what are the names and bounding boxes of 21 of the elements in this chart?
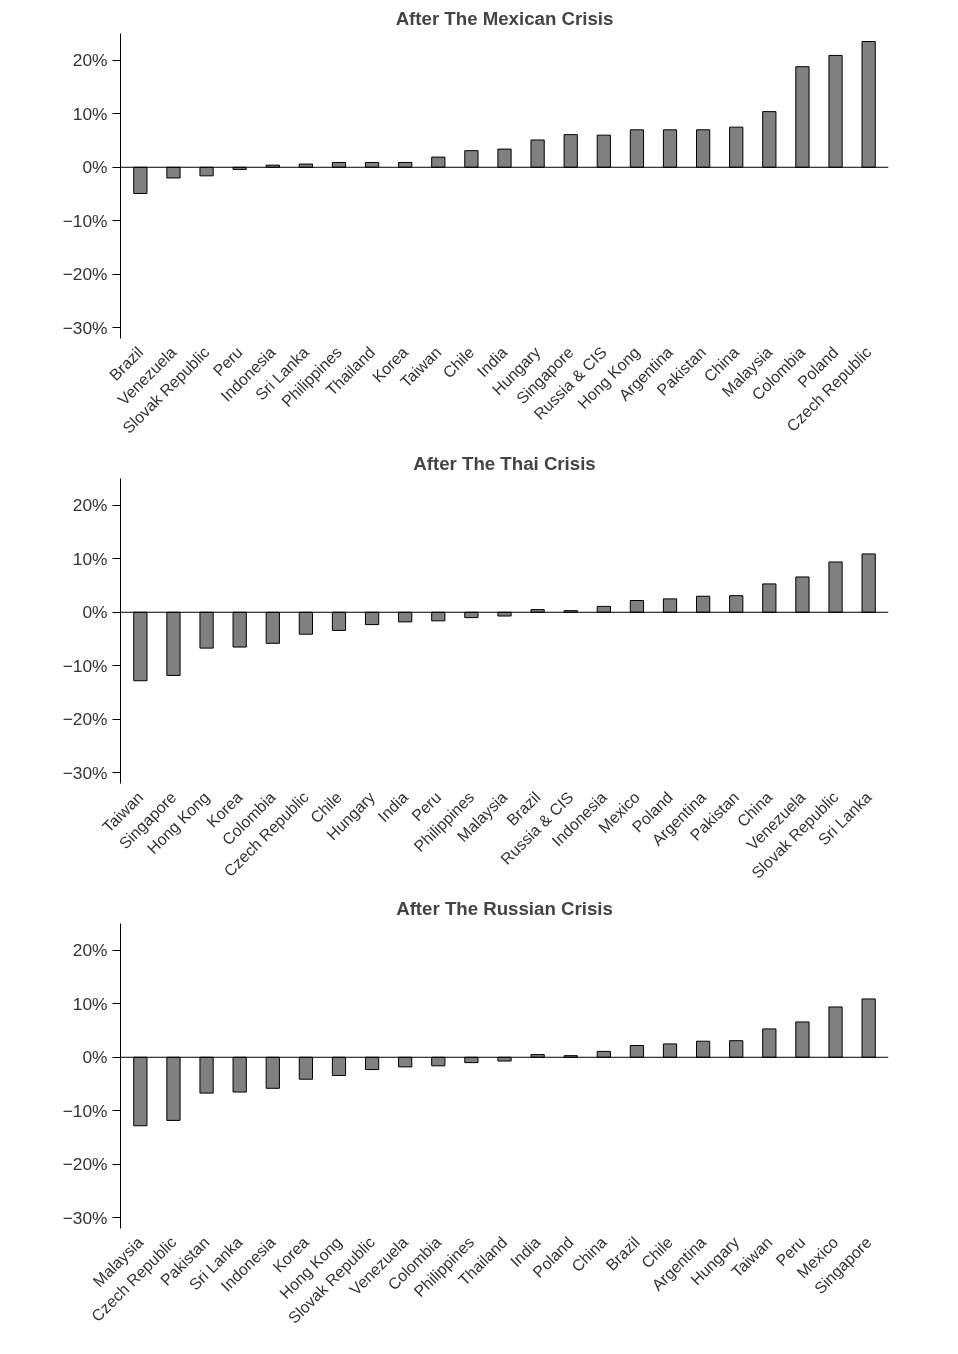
y-tick-label: −20% [62,709,108,730]
y-tick-label: −30% [62,317,108,338]
chart-title: After The Mexican Crisis [395,7,614,29]
y-tick-label: 0% [82,157,108,178]
y-tick-label: 0% [82,602,108,623]
y-tick-label: 10% [72,103,108,124]
y-tick-label: 20% [72,940,108,961]
y-tick-label: 10% [72,993,108,1014]
chart-title: After The Thai Crisis [413,452,596,474]
y-tick-label: −30% [62,1207,108,1228]
y-tick-label: −20% [62,264,108,285]
y-tick-label: −30% [62,762,108,783]
y-tick-label: −10% [62,1100,108,1121]
y-tick-label: −10% [62,655,108,676]
chart-title: After The Russian Crisis [396,897,613,919]
y-tick-label: 10% [72,548,108,569]
y-tick-label: 20% [72,50,108,71]
y-tick-label: −10% [62,210,108,231]
y-tick-label: −20% [62,1154,108,1175]
y-tick-label: 20% [72,495,108,516]
y-tick-label: 0% [82,1047,108,1068]
